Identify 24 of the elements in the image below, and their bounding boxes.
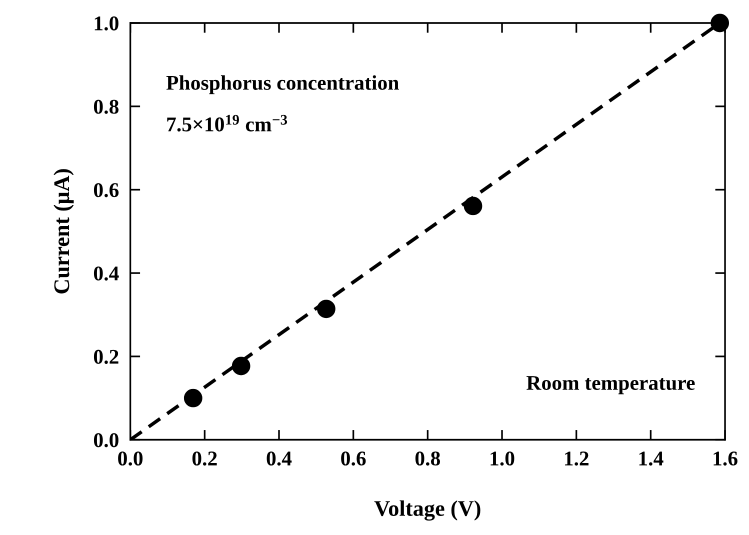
x-tick-label: 0.0 [118,451,143,466]
y-axis-title: Current (μA) [54,169,74,294]
point [184,388,202,408]
x-tick-label: 1.2 [565,452,588,466]
y-tick-label: 0.0 [94,433,118,448]
x-tick-label: 1.4 [639,452,664,466]
x-tick-label: 0.6 [341,451,366,466]
point [232,356,250,376]
y-tick-label: 0.2 [94,350,118,364]
x-tick-label: 0.8 [415,451,440,466]
x-axis-title: Voltage (V) [374,500,480,521]
y-tick-label: 0.4 [94,266,119,281]
x-tick-label: 1.6 [714,452,738,466]
annotation: Room temperature [526,376,695,394]
annotation: 7.5×10$^{19}$ cm$^{−3}$ [167,114,288,132]
annotation: Phosphorus concentration [166,75,399,94]
x-tick-label: 0.2 [192,451,217,466]
x-tick-label: 0.4 [266,451,292,466]
point [464,196,482,216]
point [317,300,336,318]
y-tick-label: 1.0 [94,16,118,31]
x-tick-label: 1.0 [490,451,514,466]
y-tick-label: 0.8 [94,100,119,114]
y-tick-label: 0.6 [94,183,119,198]
